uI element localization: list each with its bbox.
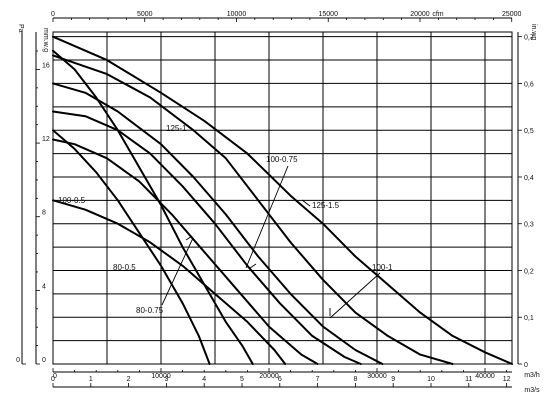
left-mm-tick-label: 4 xyxy=(42,283,46,290)
curve-series-8 xyxy=(52,199,287,365)
curve-label-80-0.75: 80-0.75 xyxy=(136,306,164,315)
left-mm-tick-label: 8 xyxy=(42,210,46,217)
curve-100-1 xyxy=(52,110,362,365)
curve-label-100-0.75: 100-0.75 xyxy=(266,155,298,164)
top-tick-label: 15000 xyxy=(319,11,339,18)
leader-line-100-1 xyxy=(329,272,381,319)
right-tick-label: 0,5 xyxy=(524,128,534,135)
leader-line-80-0.75 xyxy=(161,237,194,306)
top-tick-label: 10000 xyxy=(227,11,247,18)
right-tick-label: 0,3 xyxy=(524,222,534,229)
curve-125-1 xyxy=(52,54,454,365)
bottom-tick-label: 0 xyxy=(53,373,57,380)
bottom2-tick-label: 9 xyxy=(391,376,395,383)
bottom-tick-label: 10000 xyxy=(151,373,171,380)
bottom2-tick-label: 0 xyxy=(51,376,55,383)
grid-layer xyxy=(53,32,512,364)
bottom2-tick-label: 11 xyxy=(465,376,472,383)
right-tick-label: 0,2 xyxy=(524,268,534,275)
left-mm-tick-label: 0 xyxy=(42,357,46,364)
bottom2-axis-unit: m3/s xyxy=(524,387,540,394)
bottom-axis-unit: m3/h xyxy=(524,372,540,379)
curve-label-100-1: 100-1 xyxy=(372,263,393,272)
curve-125-1.5 xyxy=(52,35,513,365)
bottom2-tick-label: 5 xyxy=(240,376,244,383)
bottom2-tick-label: 3 xyxy=(164,376,168,383)
top-tick-label: 5000 xyxy=(137,11,153,18)
right-tick-label: 0,6 xyxy=(524,81,534,88)
curve-label-125-1: 125-1 xyxy=(166,124,187,133)
curve-label-100-0.5: 100-0.5 xyxy=(58,196,86,205)
plot-frame xyxy=(52,31,513,365)
right-axis-unit: in.wg xyxy=(530,24,537,40)
bottom2-tick-label: 10 xyxy=(427,376,435,383)
bottom2-tick-label: 7 xyxy=(316,376,320,383)
top-tick-label: 25000 xyxy=(502,11,522,18)
top-tick-label: 20000 xyxy=(410,11,430,18)
left-pa-tick-label: 0 xyxy=(16,357,20,364)
curve-100-0.75 xyxy=(52,82,384,365)
curve-label-80-0.5: 80-0.5 xyxy=(113,263,136,272)
leader-line-125-1.5 xyxy=(301,199,311,207)
bottom2-tick-label: 2 xyxy=(127,376,131,383)
left-mm-tick-label: 16 xyxy=(42,62,50,69)
bottom-tick-label: 20000 xyxy=(259,373,279,380)
leader-line-100-0.75 xyxy=(245,165,289,269)
left-pa-axis-unit: Pa xyxy=(17,24,24,33)
bottom2-tick-label: 6 xyxy=(278,376,282,383)
bottom2-tick-label: 12 xyxy=(503,376,511,383)
bottom-tick-label: 30000 xyxy=(367,373,387,380)
right-tick-label: 0 xyxy=(524,362,528,369)
bottom2-tick-label: 1 xyxy=(89,376,93,383)
top-tick-label: 0 xyxy=(51,11,55,18)
bottom2-tick-label: 8 xyxy=(353,376,357,383)
right-tick-label: 0,1 xyxy=(524,315,534,322)
right-tick-label: 0,7 xyxy=(524,35,534,42)
curve-100-0.5 xyxy=(52,138,319,365)
right-tick-label: 0,4 xyxy=(524,175,534,182)
curve-label-125-1.5: 125-1.5 xyxy=(312,201,340,210)
left-mm-axis-unit: mm.w.g xyxy=(42,28,49,52)
bottom-tick-label: 40000 xyxy=(475,373,495,380)
curve-80-0.75 xyxy=(52,49,254,365)
left-mm-tick-label: 12 xyxy=(42,136,50,143)
bottom2-tick-label: 4 xyxy=(202,376,206,383)
curves-layer xyxy=(52,35,513,365)
labels-layer: 125-1.5 125-1 100-0.75 100-1 100-0.5 80-0.75 8… xyxy=(58,124,393,319)
curve-marker xyxy=(249,263,257,269)
curve-80-0.5 xyxy=(52,129,211,365)
top-axis-unit: cfm xyxy=(432,11,443,18)
curve-marker xyxy=(185,235,193,241)
